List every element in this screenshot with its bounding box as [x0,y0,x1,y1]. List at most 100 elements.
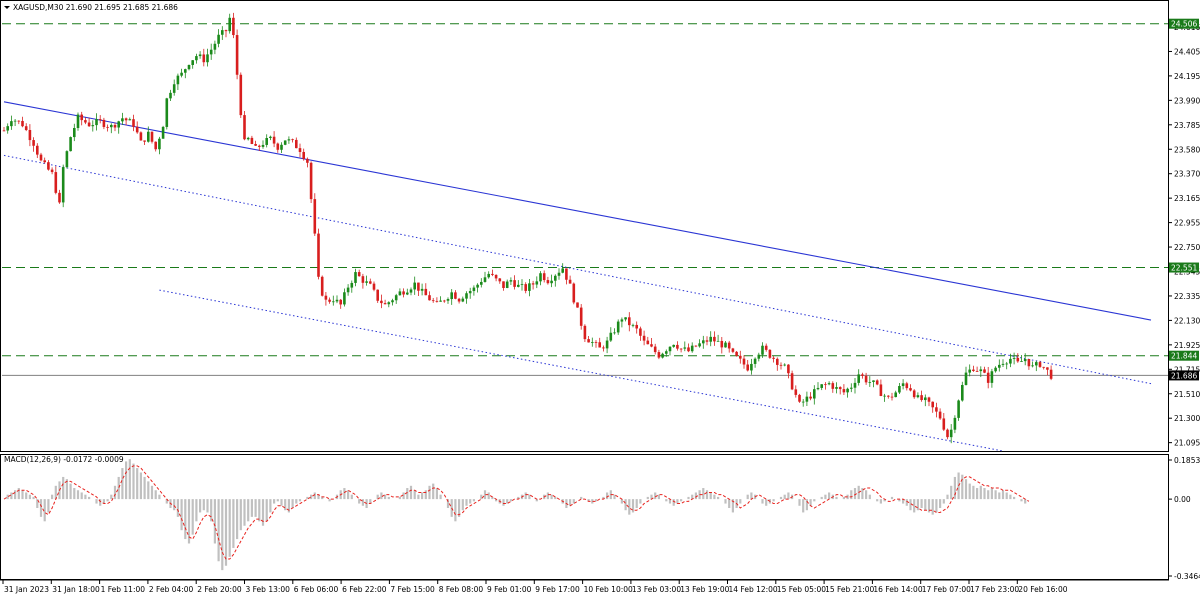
candle-body [894,392,897,398]
candle-body [757,354,761,359]
time-tick-label: 31 Jan 2023 [4,585,49,594]
candle-body [47,162,50,170]
candle-body [143,140,146,142]
candle-body [361,276,365,283]
chart-header[interactable]: XAGUSD,M30 21.690 21.695 21.685 21.686 [4,3,178,12]
candle-body [480,281,483,285]
time-axis: 31 Jan 2023 31 Jan 18:00 1 Feb 11:00 2 Feb … [2,580,1068,594]
candle-body [942,418,946,430]
candle-body [731,348,735,352]
candle-body [776,358,779,365]
channel-dotted-line [159,289,1004,452]
candle-body [91,125,95,127]
macd-histogram [6,459,1027,571]
candle-body [258,145,261,147]
candle-body [498,278,502,282]
time-tick-label: 1 Feb 11:00 [101,585,146,594]
candle-body [69,137,72,152]
candles [2,12,1053,444]
candle-body [554,275,557,281]
candle-body [557,272,561,276]
candle-body [1023,359,1027,362]
candle-body [17,120,21,122]
candle-body [927,397,931,402]
candle-body [783,364,786,366]
candle-body [653,346,657,353]
candle-body [846,388,849,393]
time-tick-label: 17 Feb 23:00 [970,585,1019,594]
candle-body [909,388,912,391]
candle-body [372,283,376,290]
current-price-tag-label: 21.686 [1171,371,1197,380]
candle-body [850,387,853,389]
candle-body [531,283,535,285]
horizontal-levels [2,23,1168,357]
candle-body [568,279,572,284]
candle-body [172,84,176,93]
candle-body [720,340,724,348]
time-tick-label: 7 Feb 15:00 [390,585,435,594]
candle-body [132,119,135,127]
candle-body [820,384,823,388]
candle-body [779,364,783,366]
time-tick-label: 2 Feb 04:00 [149,585,194,594]
candle-body [920,395,923,401]
candle-body [550,280,553,284]
time-tick-label: 10 Feb 10:00 [584,585,633,594]
price-tick-label: 21.715 [1174,365,1200,374]
candle-body [191,60,194,65]
candle-body [443,300,446,302]
time-tick-label: 16 Feb 14:00 [873,585,922,594]
candle-body [365,281,368,283]
candle-body [824,384,827,386]
candle-body [413,282,416,290]
candle-body [428,295,431,301]
price-tick-label: 21.300 [1174,414,1200,423]
candle-body [1016,357,1020,362]
candle-body [350,282,354,288]
time-tick-label: 13 Feb 19:00 [680,585,729,594]
candle-body [380,300,383,304]
candle-body [676,344,679,349]
candle-body [801,401,805,403]
level-tag-bg [1169,350,1199,361]
price-tick-label: 21.510 [1174,390,1200,399]
candle-body [80,114,83,121]
candle-body [739,355,742,359]
candle-body [435,300,439,302]
candle-body [742,358,746,365]
candle-body [176,75,180,85]
candle-body [98,119,102,120]
candle-body [616,321,620,333]
macd-signal [3,465,1030,560]
candle-body [539,273,542,282]
candle-body [165,98,169,127]
candle-body [898,386,901,393]
candle-body [694,345,698,347]
candle-body [169,92,172,99]
level-tag: 22.551 [1169,262,1199,273]
candle-body [124,118,128,121]
candle-body [217,34,220,44]
chevron-down-icon[interactable] [4,6,10,9]
candle-body [154,141,157,150]
candle-body [994,367,997,372]
candle-body [949,429,953,438]
candle-body [964,372,968,385]
candle-body [576,302,579,308]
candle-body [239,74,243,116]
candle-body [87,122,91,127]
candle-body [1027,359,1031,367]
candle-body [665,351,668,354]
candle-body [520,284,524,285]
candle-body [1038,362,1042,367]
candle-body [2,130,6,132]
candle-body [28,130,32,141]
trendlines [3,101,1152,452]
candle-body [838,387,842,390]
candle-body [509,280,513,282]
level-tag-bg [1169,262,1199,273]
candle-body [283,140,287,145]
candle-body [302,151,305,159]
